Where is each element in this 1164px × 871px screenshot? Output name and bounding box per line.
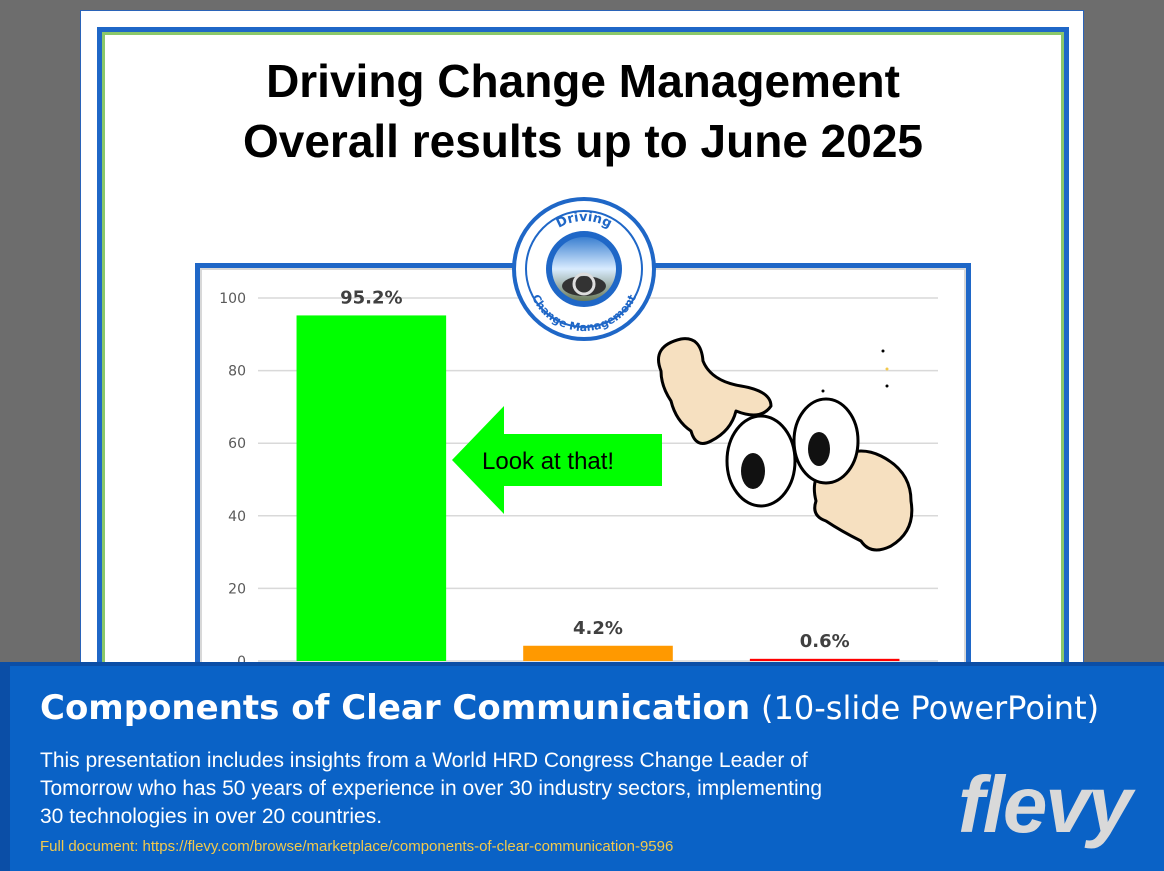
bar	[749, 658, 900, 661]
y-tick-label: 40	[228, 509, 246, 525]
data-label: 95.2%	[340, 287, 402, 308]
flevy-logo: flevy	[958, 760, 1132, 849]
slide-title-line2: Overall results up to June 2025	[242, 115, 924, 167]
driving-change-management-badge-icon: Driving Change Management	[512, 197, 656, 341]
left-arrow-callout-icon	[452, 406, 662, 514]
callout-text: Look at that!	[482, 448, 614, 475]
svg-text:Driving: Driving	[554, 210, 614, 232]
data-label: 0.6%	[800, 631, 850, 652]
y-tick-label: 80	[228, 364, 246, 380]
full-document-link[interactable]: Full document: https://flevy.com/browse/…	[40, 838, 674, 855]
bar	[296, 315, 447, 661]
footer-title: Components of Clear Communication (10-sl…	[40, 688, 1099, 728]
badge-top-text: Driving	[554, 210, 614, 232]
cartoon-eyes-hands-icon	[657, 337, 914, 552]
slide-title: Driving Change Management Overall result…	[81, 51, 1085, 171]
y-tick-label: 60	[228, 436, 246, 452]
slide-title-line1: Driving Change Management	[266, 55, 900, 107]
y-tick-label: 100	[219, 291, 246, 307]
data-label: 4.2%	[573, 618, 623, 639]
footer-top-border	[0, 662, 1164, 666]
bar-chart: 02040608010095.2%4.2%0.6%Look at that!	[219, 287, 938, 670]
footer-description: This presentation includes insights from…	[40, 749, 823, 828]
footer-left-edge	[0, 662, 10, 871]
footer-title-light: (10-slide PowerPoint)	[761, 689, 1100, 727]
y-tick-label: 20	[228, 581, 246, 597]
slide: Driving Change Management Overall result…	[80, 10, 1085, 723]
bar	[523, 645, 673, 661]
footer-title-bold: Components of Clear Communication	[40, 688, 751, 728]
footer-banner: Components of Clear Communication (10-sl…	[0, 662, 1164, 871]
